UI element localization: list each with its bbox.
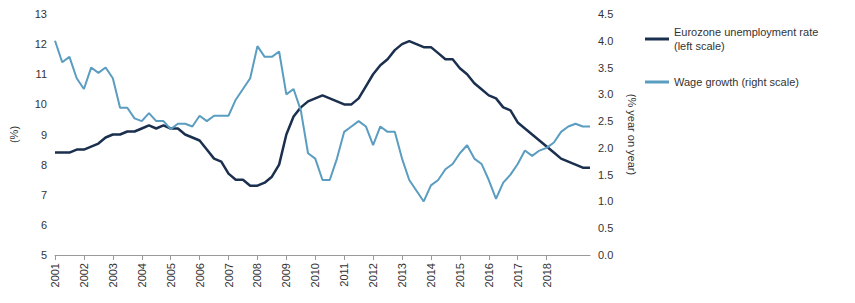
svg-text:11: 11	[36, 68, 47, 80]
svg-text:0.0: 0.0	[598, 249, 613, 261]
svg-text:(%): (%)	[8, 126, 20, 143]
svg-text:2004: 2004	[136, 263, 148, 287]
svg-text:0.5: 0.5	[598, 222, 613, 234]
svg-text:2006: 2006	[194, 263, 206, 287]
svg-text:2.0: 2.0	[598, 142, 613, 154]
svg-text:8: 8	[41, 159, 47, 171]
svg-text:3.5: 3.5	[598, 62, 613, 74]
svg-text:1.5: 1.5	[598, 169, 613, 181]
svg-text:2002: 2002	[78, 263, 90, 287]
svg-text:2011: 2011	[338, 263, 350, 287]
svg-text:2010: 2010	[309, 263, 321, 287]
svg-text:2001: 2001	[49, 263, 61, 287]
svg-text:12: 12	[35, 38, 47, 50]
svg-text:4.5: 4.5	[598, 8, 613, 20]
svg-text:2014: 2014	[425, 263, 437, 287]
svg-text:(left scale): (left scale)	[674, 40, 725, 52]
svg-text:Wage growth (right scale): Wage growth (right scale)	[674, 76, 799, 88]
svg-text:2009: 2009	[280, 263, 292, 287]
svg-text:1.0: 1.0	[598, 195, 613, 207]
svg-text:2008: 2008	[251, 263, 263, 287]
svg-text:2013: 2013	[396, 263, 408, 287]
svg-text:2012: 2012	[367, 263, 379, 287]
svg-text:5: 5	[41, 249, 47, 261]
svg-text:7: 7	[41, 189, 47, 201]
svg-text:2015: 2015	[454, 263, 466, 287]
svg-text:(% year on year): (% year on year)	[626, 94, 638, 175]
svg-text:10: 10	[35, 98, 47, 110]
svg-text:13: 13	[35, 8, 47, 20]
svg-text:2.5: 2.5	[598, 115, 613, 127]
svg-text:2016: 2016	[483, 263, 495, 287]
svg-text:2017: 2017	[512, 263, 524, 287]
svg-text:9: 9	[41, 129, 47, 141]
svg-text:Eurozone unemployment rate: Eurozone unemployment rate	[674, 26, 821, 38]
svg-text:6: 6	[41, 219, 47, 231]
svg-text:2005: 2005	[165, 263, 177, 287]
svg-text:4.0: 4.0	[598, 35, 613, 47]
svg-text:2007: 2007	[223, 263, 235, 287]
svg-text:3.0: 3.0	[598, 88, 613, 100]
svg-text:2003: 2003	[107, 263, 119, 287]
svg-text:2018: 2018	[541, 263, 553, 287]
